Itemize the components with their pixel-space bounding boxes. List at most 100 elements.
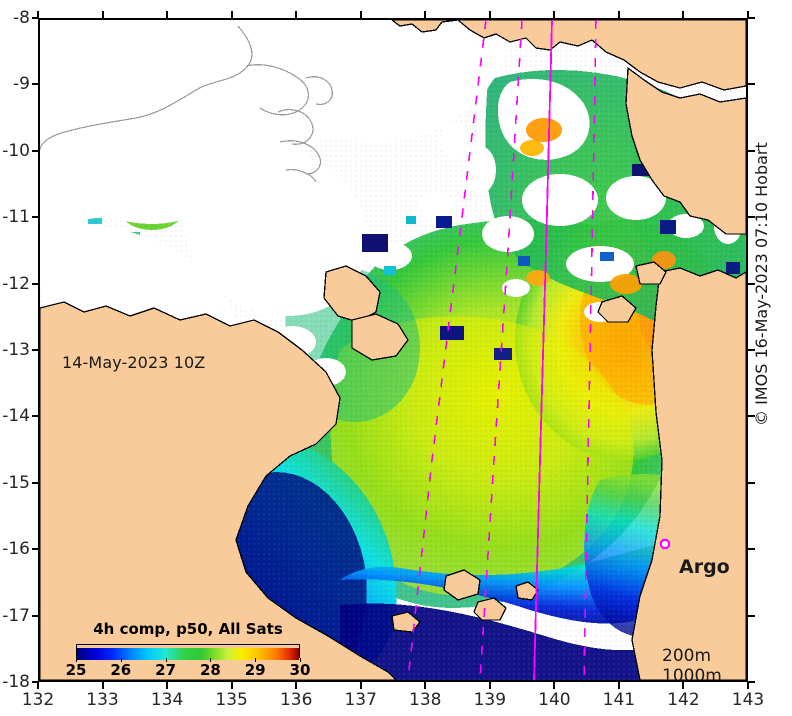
argo-float-marker[interactable] [659,538,671,550]
colorbar-tick-label: 28 [199,661,221,679]
colorbar-ticks: 25 26 27 28 29 30 [58,658,318,680]
y-tick-label: -13 [2,340,30,360]
x-tick-label: 132 [21,690,55,710]
x-tick-mark [553,681,556,689]
x-tick-label: 143 [731,690,765,710]
x-tick-mark-top [424,11,427,19]
map-plot-area[interactable]: 14-May-2023 10Z Argo 200m 1000m 4h comp,… [38,18,748,682]
x-tick-label: 137 [344,690,377,710]
track-dashed-east [583,20,597,680]
x-tick-label: 138 [409,690,442,710]
x-tick-mark-top [230,11,233,19]
colorbar-tick-label: 30 [289,661,311,679]
y-tick-label: -8 [13,8,30,28]
track-dashed-west [407,20,487,680]
x-tick-mark [37,681,39,689]
argo-legend-label: Argo [679,556,730,578]
x-tick-mark [230,681,233,689]
y-tick-mark-right [747,216,755,219]
colorbar-tick-mark [76,658,77,662]
y-tick-label: -14 [2,406,30,427]
y-tick-mark-right [747,282,755,285]
colorbar-tick-label: 26 [110,661,132,679]
y-tick-label: -11 [2,207,30,228]
colorbar-tick-mark [210,658,212,662]
satellite-ground-tracks [407,20,597,680]
y-tick-mark [32,216,39,219]
colorbar-tick-mark [300,658,301,662]
y-tick-mark [32,481,39,484]
faint-coastline [40,25,333,183]
x-tick-mark [295,681,298,689]
x-tick-mark-top [488,11,491,19]
colorbar-tick-mark [165,658,167,662]
land-polygons [40,20,746,680]
y-tick-mark-right [747,614,755,617]
y-tick-mark [32,548,39,551]
colorbar-title: 4h comp, p50, All Sats [93,620,283,638]
x-tick-mark-top [37,11,39,19]
x-tick-label: 135 [215,690,248,710]
sst-edge-artifacts [362,164,740,360]
y-tick-mark-right [747,681,755,683]
x-tick-mark-top [359,11,362,19]
colorbar-tick-mark [120,658,122,662]
x-tick-mark [617,681,620,689]
x-tick-mark-top [747,11,749,19]
x-tick-label: 140 [538,690,571,710]
y-tick-label: -16 [2,539,30,560]
colorbar-tick-label: 29 [244,661,266,679]
y-tick-mark [32,83,39,86]
x-tick-mark-top [682,11,685,19]
y-tick-mark-right [747,349,755,351]
map-canvas [40,20,746,680]
sst-warm-pockets [520,118,676,294]
y-tick-mark [32,415,39,418]
copyright-label: © IMOS 16-May-2023 07:10 Hobart [752,142,771,426]
x-tick-mark [747,681,749,689]
track-dashed-mid-west [479,20,523,680]
x-tick-label: 133 [86,690,119,710]
y-tick-mark-right [747,415,755,418]
colorbar-tick-mark [255,658,257,662]
x-tick-mark-top [101,11,104,19]
colorbar[interactable]: 4h comp, p50, All Sats 25 26 27 28 29 30 [58,620,318,680]
y-tick-label: -15 [2,472,30,493]
y-tick-mark-right [747,17,755,19]
x-tick-mark-top [166,11,169,19]
y-tick-label: -9 [13,74,30,95]
x-tick-mark-top [553,11,556,19]
colorbar-tick-label: 27 [155,661,177,679]
x-tick-label: 139 [473,690,507,710]
x-tick-mark [424,681,427,689]
x-tick-mark [488,681,491,689]
y-tick-mark [32,349,39,351]
colorbar-tick-label: 25 [65,661,87,679]
y-tick-mark [32,681,39,683]
depth-contour-200m-label: 200m [662,646,712,666]
x-tick-label: 136 [279,690,313,710]
y-tick-label: -17 [2,605,30,626]
x-tick-mark [101,681,104,689]
y-tick-mark [32,149,39,152]
y-tick-mark-right [747,149,755,152]
x-tick-mark-top [295,11,298,19]
x-tick-label: 142 [667,690,700,710]
timestamp-label: 14-May-2023 10Z [62,353,206,372]
track-solid-center [533,20,553,680]
colorbar-gradient-svg [77,648,299,660]
y-tick-label: -18 [2,672,30,692]
x-tick-label: 141 [602,690,636,710]
x-tick-mark [166,681,169,689]
y-tick-label: -10 [2,140,30,161]
y-tick-mark-right [747,548,755,551]
x-tick-mark [359,681,362,689]
x-tick-mark-top [617,11,620,19]
y-tick-label: -12 [2,273,30,294]
colorbar-gradient [76,644,300,660]
y-tick-mark [32,614,39,617]
y-tick-mark [32,17,39,19]
x-tick-mark [682,681,685,689]
y-tick-mark-right [747,83,755,86]
